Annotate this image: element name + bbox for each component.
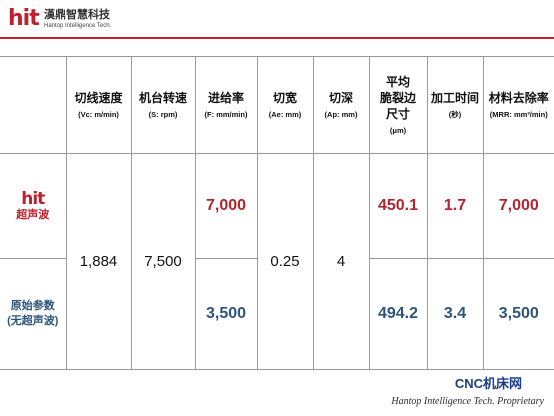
header-cut-depth: 切深 (Ap: mm) [312, 56, 370, 154]
cell-mrr: 7,000 [482, 153, 554, 259]
cell-spindle-speed: 7,500 [130, 153, 196, 370]
cell-mrr: 3,500 [482, 258, 554, 370]
header-cut-width: 切宽 (Ae: mm) [256, 56, 314, 154]
footer-brand: CNC机床网 [454, 376, 522, 391]
cell-feed-rate: 3,500 [194, 258, 258, 370]
cell-machining-time: 1.7 [426, 153, 484, 259]
table-row-ultrasonic: hit 超声波 1,884 7,500 7,000 0.25 4 450.1 1… [0, 153, 554, 370]
table-row-original: 原始参数 (无超声波) 3,500 494.2 3.4 3,500 [0, 258, 554, 370]
brand-logo: hit [8, 6, 40, 31]
header-spindle-speed: 机台转速 (S: rpm) [130, 56, 196, 154]
header-rule [0, 37, 554, 39]
row-label-original: 原始参数 (无超声波) [0, 258, 67, 370]
brand-name-cn: 漢鼎智慧科技 [44, 9, 110, 21]
cell-cut-depth: 4 [312, 153, 370, 370]
cell-machining-time: 3.4 [426, 258, 484, 370]
cell-cutting-speed: 1,884 [65, 153, 132, 370]
row-label-ultrasonic: hit 超声波 [0, 153, 67, 259]
table-header-row: 切线速度 (Vc: m/min) 机台转速 (S: rpm) 进给率 (F: m… [0, 56, 554, 154]
header-feed-rate: 进给率 (F: mm/min) [194, 56, 258, 154]
header-corner [0, 56, 67, 154]
cell-feed-rate: 7,000 [194, 153, 258, 259]
header-edge-chipping: 平均 脆裂边 尺寸 (μm) [368, 56, 428, 154]
cell-edge-chipping: 494.2 [368, 258, 428, 370]
header-machining-time: 加工时间 (秒) [426, 56, 484, 154]
header-cutting-speed: 切线速度 (Vc: m/min) [65, 56, 132, 154]
comparison-table: 切线速度 (Vc: m/min) 机台转速 (S: rpm) 进给率 (F: m… [0, 56, 554, 370]
row-logo: hit [21, 189, 45, 209]
brand-name-en: Hantop Intelligence Tech. [44, 23, 112, 29]
cell-edge-chipping: 450.1 [368, 153, 428, 259]
footer-tagline: Hantop Intelligence Tech. Proprietary [391, 396, 544, 407]
header-mrr: 材料去除率 (MRR: mm³/min) [482, 56, 554, 154]
cell-cut-width: 0.25 [256, 153, 314, 370]
